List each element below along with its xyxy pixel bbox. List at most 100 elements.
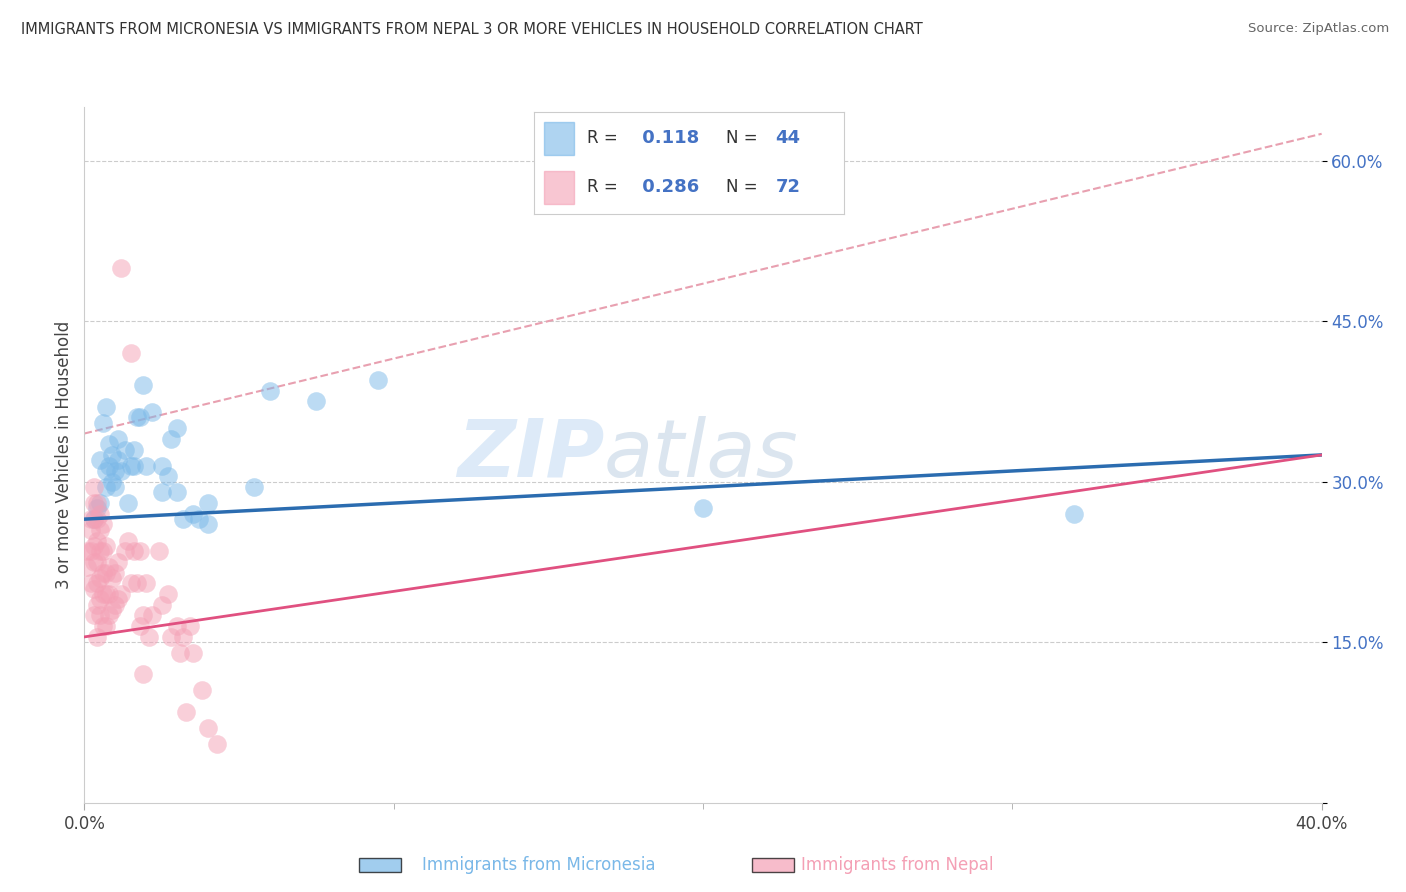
Point (91, 566, 114, 580)
Point (135, 458, 157, 473)
Point (132, 608, 155, 623)
Point (76, 544, 98, 558)
Text: 0.286: 0.286 (637, 178, 700, 196)
Point (94, 480, 117, 494)
Point (129, 619, 152, 633)
Point (83, 582, 105, 596)
Point (89, 571, 111, 585)
Point (89, 507, 111, 521)
Text: Source: ZipAtlas.com: Source: ZipAtlas.com (1249, 22, 1389, 36)
Point (89, 523, 111, 537)
Point (94, 400, 117, 414)
Point (79, 512, 101, 526)
Point (104, 598, 127, 612)
Point (120, 458, 142, 473)
Point (135, 576, 157, 591)
Point (166, 619, 188, 633)
Point (79, 576, 101, 591)
Point (91, 416, 114, 430)
Point (83, 608, 105, 623)
Point (86, 555, 108, 569)
Point (98, 458, 121, 473)
Point (132, 667, 155, 681)
Point (181, 646, 204, 660)
Point (197, 517, 219, 532)
Point (83, 496, 105, 510)
Point (172, 512, 194, 526)
Point (89, 592, 111, 607)
Point (89, 496, 111, 510)
Point (89, 453, 111, 467)
Point (129, 544, 152, 558)
Point (166, 485, 188, 500)
Point (86, 496, 108, 510)
Point (692, 501, 714, 516)
Point (110, 587, 132, 601)
Point (104, 480, 127, 494)
Point (94, 539, 117, 553)
Point (91, 517, 114, 532)
Text: Immigrants from Nepal: Immigrants from Nepal (801, 856, 994, 874)
Point (89, 608, 111, 623)
FancyBboxPatch shape (544, 171, 575, 204)
Text: atlas: atlas (605, 416, 799, 494)
FancyBboxPatch shape (544, 122, 575, 154)
Point (150, 485, 173, 500)
Point (207, 737, 229, 751)
Point (83, 512, 105, 526)
Point (114, 544, 136, 558)
Point (259, 384, 281, 398)
Point (367, 373, 389, 387)
Point (104, 566, 127, 580)
Point (181, 507, 204, 521)
Point (104, 464, 127, 478)
Point (197, 721, 219, 735)
Point (150, 458, 173, 473)
Point (160, 630, 183, 644)
Point (83, 512, 105, 526)
Text: Immigrants from Micronesia: Immigrants from Micronesia (422, 856, 655, 874)
Point (122, 442, 145, 457)
Point (101, 475, 124, 489)
Point (120, 576, 142, 591)
Point (86, 512, 108, 526)
Point (107, 432, 129, 446)
Point (94, 464, 117, 478)
Text: ZIP: ZIP (457, 416, 605, 494)
Point (91, 619, 114, 633)
Point (86, 501, 108, 516)
Point (94, 566, 117, 580)
Point (169, 646, 191, 660)
Point (117, 533, 139, 548)
Point (98, 587, 121, 601)
Point (122, 544, 145, 558)
Point (98, 437, 121, 451)
Point (117, 496, 139, 510)
Point (91, 544, 114, 558)
Point (83, 539, 105, 553)
Point (89, 544, 111, 558)
Point (94, 587, 117, 601)
Point (101, 603, 124, 617)
Point (79, 544, 101, 558)
Y-axis label: 3 or more Vehicles in Household: 3 or more Vehicles in Household (55, 321, 73, 589)
Text: IMMIGRANTS FROM MICRONESIA VS IMMIGRANTS FROM NEPAL 3 OR MORE VEHICLES IN HOUSEH: IMMIGRANTS FROM MICRONESIA VS IMMIGRANTS… (21, 22, 922, 37)
Point (125, 576, 148, 591)
Text: N =: N = (725, 129, 758, 147)
Point (141, 608, 163, 623)
Point (107, 555, 129, 569)
Point (172, 630, 194, 644)
Point (122, 458, 145, 473)
Point (76, 560, 98, 574)
Point (187, 512, 209, 526)
Point (98, 560, 121, 574)
Point (150, 598, 173, 612)
Point (197, 496, 219, 510)
Point (79, 523, 101, 537)
Point (91, 587, 114, 601)
Point (86, 630, 108, 644)
Text: 0.118: 0.118 (637, 129, 700, 147)
Point (83, 480, 105, 494)
Text: 44: 44 (776, 129, 800, 147)
Point (101, 448, 124, 462)
